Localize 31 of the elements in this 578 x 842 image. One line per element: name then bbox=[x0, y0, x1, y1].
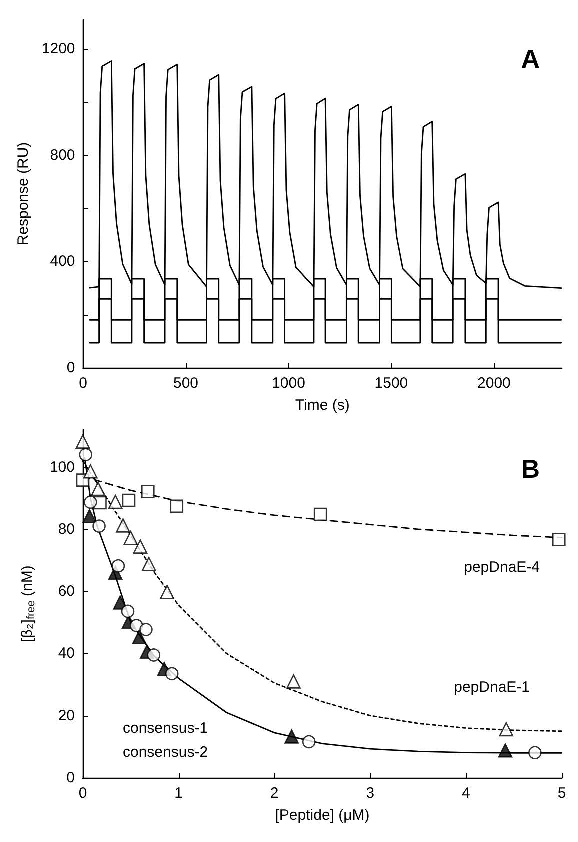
y-tick-label: 80 bbox=[58, 520, 75, 538]
y-tick-label: 100 bbox=[50, 458, 75, 476]
annotation: pepDnaE-1 bbox=[454, 679, 530, 696]
x-tick-label: 3 bbox=[366, 785, 375, 802]
x-tick-label: 0 bbox=[79, 375, 88, 392]
x-tick-label: 5 bbox=[558, 785, 566, 802]
annotation: B bbox=[521, 454, 540, 484]
x-tick-label: 4 bbox=[462, 785, 470, 802]
y-tick-label: 1200 bbox=[42, 40, 76, 58]
x-tick-label: 2 bbox=[270, 785, 279, 802]
y-tick-label: 60 bbox=[58, 583, 75, 600]
x-axis-title: Time (s) bbox=[295, 397, 350, 414]
annotation: consensus-2 bbox=[123, 744, 208, 761]
y-tick-label: 400 bbox=[50, 253, 76, 270]
annotation: consensus-1 bbox=[123, 720, 208, 737]
x-tick-label: 2000 bbox=[478, 375, 511, 392]
y-tick-label: 20 bbox=[58, 707, 75, 724]
annotation: A bbox=[521, 44, 540, 74]
y-axis-title: [β₂]free (nM) bbox=[19, 566, 38, 642]
x-tick-label: 0 bbox=[78, 785, 88, 802]
y-tick-label: 0 bbox=[66, 360, 76, 376]
x-tick-label: 500 bbox=[173, 375, 199, 392]
y-tick-label: 0 bbox=[66, 770, 75, 786]
y-axis-title: Response (RU) bbox=[15, 142, 32, 246]
x-tick-label: 1000 bbox=[272, 375, 306, 392]
annotation: pepDnaE-4 bbox=[464, 559, 540, 576]
x-tick-label: 1 bbox=[174, 785, 183, 802]
y-tick-label: 800 bbox=[50, 146, 76, 164]
x-axis-title: [Peptide] (μM) bbox=[275, 807, 370, 824]
x-tick-label: 1500 bbox=[374, 375, 408, 392]
y-tick-label: 40 bbox=[58, 645, 75, 662]
